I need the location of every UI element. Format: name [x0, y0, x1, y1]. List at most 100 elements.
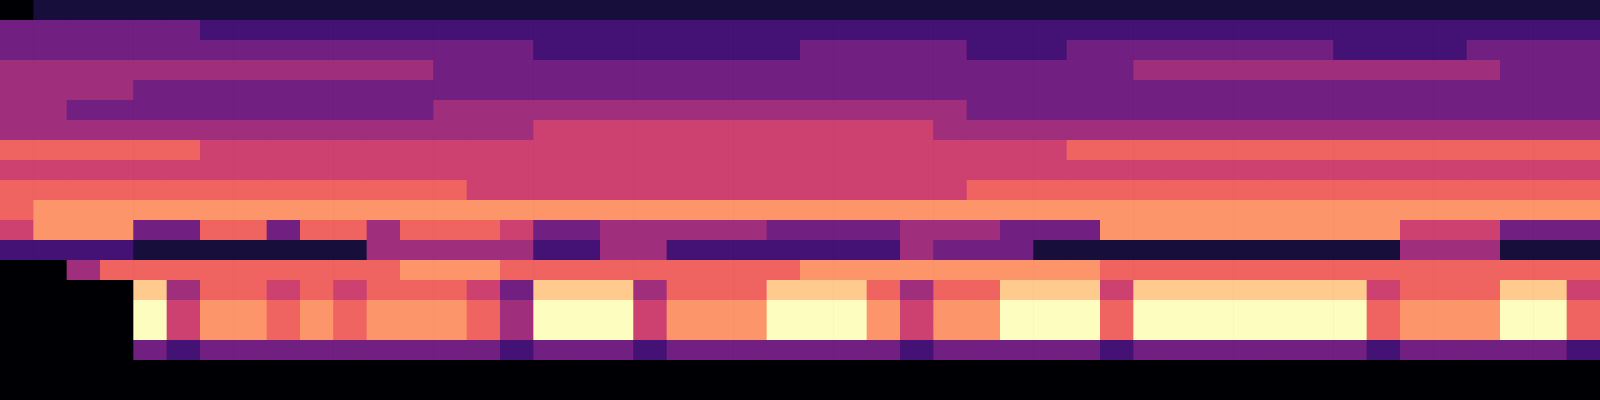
cell: [667, 360, 701, 381]
cell: [400, 140, 434, 161]
cell: [467, 240, 501, 261]
cell: [1467, 20, 1501, 41]
cell: [200, 60, 234, 81]
cell: [100, 120, 134, 141]
cell: [833, 180, 867, 201]
cell: [1567, 120, 1600, 141]
cell: [567, 340, 601, 361]
cell: [833, 100, 867, 121]
cell: [833, 220, 867, 241]
cell: [633, 280, 667, 301]
cell: [1233, 160, 1267, 181]
cell: [233, 60, 267, 81]
cell: [333, 340, 367, 361]
cell: [433, 80, 467, 101]
cell: [900, 360, 934, 381]
cell: [1033, 60, 1067, 81]
cell: [1467, 360, 1501, 381]
cell: [933, 220, 967, 241]
cell: [1467, 300, 1501, 321]
cell: [33, 40, 67, 61]
cell: [467, 380, 501, 400]
cell: [833, 80, 867, 101]
cell: [900, 0, 934, 21]
cell: [1167, 200, 1201, 221]
cell: [1467, 40, 1501, 61]
cell: [967, 260, 1001, 281]
cell: [1433, 360, 1467, 381]
cell: [767, 200, 801, 221]
cell: [600, 220, 634, 241]
cell: [200, 20, 234, 41]
cell: [1100, 300, 1134, 321]
cell: [400, 200, 434, 221]
cell: [633, 200, 667, 221]
cell: [833, 140, 867, 161]
cell: [167, 300, 201, 321]
cell: [600, 300, 634, 321]
cell: [433, 180, 467, 201]
cell: [567, 20, 601, 41]
cell: [233, 80, 267, 101]
cell: [967, 240, 1001, 261]
cell: [267, 200, 301, 221]
cell: [1233, 100, 1267, 121]
cell: [1267, 280, 1301, 301]
cell: [1333, 40, 1367, 61]
cell: [1533, 220, 1567, 241]
cell: [533, 340, 567, 361]
cell: [67, 100, 101, 121]
cell: [100, 280, 134, 301]
cell: [1433, 200, 1467, 221]
cell: [800, 360, 834, 381]
cell: [1233, 0, 1267, 21]
cell: [1200, 100, 1234, 121]
cell: [800, 0, 834, 21]
cell: [400, 20, 434, 41]
cell: [633, 360, 667, 381]
cell: [467, 0, 501, 21]
cell: [367, 160, 401, 181]
cell: [33, 280, 67, 301]
cell: [1233, 380, 1267, 400]
cell: [267, 180, 301, 201]
cell: [767, 380, 801, 400]
cell: [1500, 260, 1534, 281]
cell: [367, 360, 401, 381]
cell: [200, 140, 234, 161]
cell: [67, 120, 101, 141]
cell: [500, 320, 534, 341]
cell: [167, 120, 201, 141]
cell: [1233, 40, 1267, 61]
cell: [1567, 60, 1600, 81]
cell: [1267, 80, 1301, 101]
cell: [1233, 300, 1267, 321]
cell: [1100, 320, 1134, 341]
cell: [1067, 80, 1101, 101]
cell: [67, 40, 101, 61]
cell: [600, 100, 634, 121]
cell: [833, 60, 867, 81]
cell: [1233, 320, 1267, 341]
cell: [1400, 200, 1434, 221]
cell: [400, 80, 434, 101]
cell: [133, 280, 167, 301]
cell: [467, 220, 501, 241]
cell: [233, 40, 267, 61]
cell: [1333, 360, 1367, 381]
cell: [0, 120, 34, 141]
cell: [300, 0, 334, 21]
cell: [667, 280, 701, 301]
cell: [0, 380, 34, 400]
cell: [900, 20, 934, 41]
cell: [1100, 60, 1134, 81]
cell: [100, 240, 134, 261]
cell: [733, 280, 767, 301]
cell: [1467, 100, 1501, 121]
cell: [1267, 360, 1301, 381]
cell: [67, 200, 101, 221]
cell: [67, 0, 101, 21]
cell: [1367, 60, 1401, 81]
cell: [300, 360, 334, 381]
cell: [1267, 180, 1301, 201]
